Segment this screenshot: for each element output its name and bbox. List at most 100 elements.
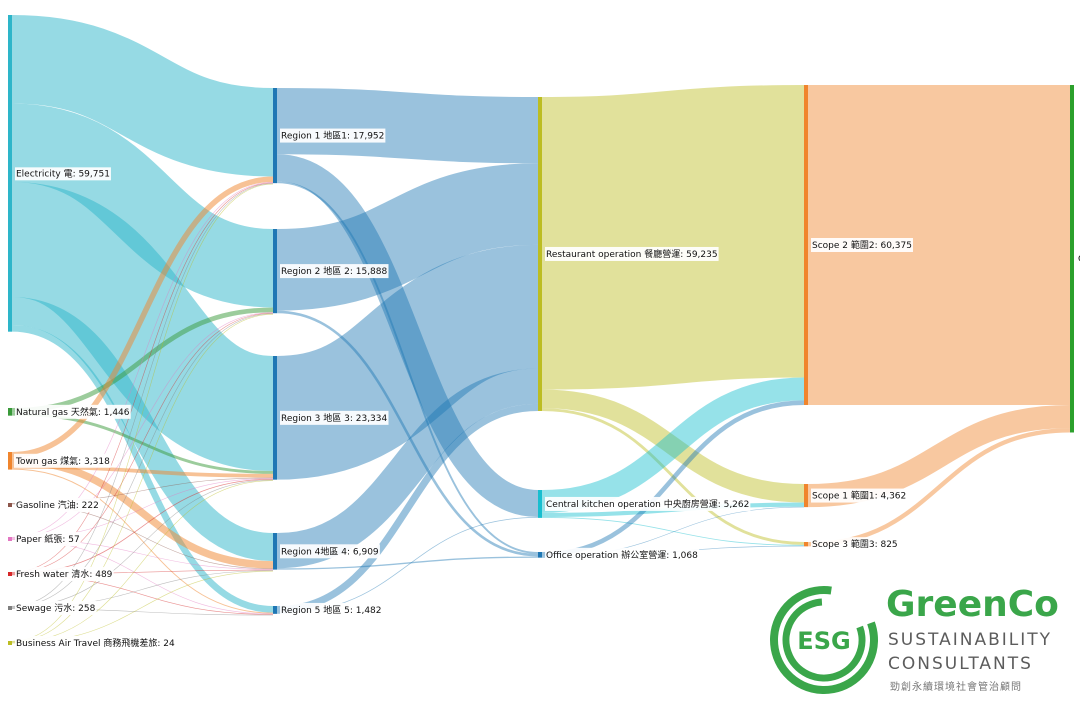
flow-paper-to-region1 [11, 182, 274, 538]
flow-town_gas-to-region1 [11, 176, 274, 458]
node-region5 [273, 606, 277, 614]
flow-region4-to-restaurant [276, 368, 539, 569]
esg-circle-icon: ESG [770, 586, 878, 694]
brand-name: GreenCo [886, 584, 1059, 625]
logo-letters: ESG [797, 627, 850, 655]
label-bg-air_travel [15, 636, 177, 650]
node-scope3 [804, 542, 808, 547]
node-region1 [273, 88, 277, 184]
label-bg-central_kitchen [545, 496, 751, 511]
node-region4 [273, 533, 277, 570]
node-office [538, 552, 542, 558]
node-restaurant [538, 97, 542, 411]
label-natural_gas: Natural gas 天然氣: 1,446 [16, 406, 130, 418]
label-bg-electricity [15, 167, 111, 181]
node-paper [8, 537, 12, 541]
label-bg-gasoline [15, 498, 100, 512]
label-town_gas: Town gas 煤氣: 3,318 [15, 455, 110, 467]
label-region2: Region 2 地區 2: 15,888 [281, 265, 388, 277]
flow-air_travel-to-region1 [11, 183, 274, 642]
label-bg-region5 [280, 602, 383, 617]
label-bg-fresh_water [15, 567, 114, 581]
flow-electricity-to-region4 [11, 296, 274, 562]
label-bg-region2 [280, 264, 389, 279]
node-sewage [8, 606, 12, 610]
label-region5: Region 5 地區 5: 1,482 [281, 604, 382, 616]
label-bg-restaurant [545, 246, 719, 261]
flow-paper-to-region2 [11, 312, 274, 539]
label-region3: Region 3 地區 3: 23,334 [281, 412, 388, 424]
flow-restaurant-to-scope3 [541, 408, 805, 545]
label-air_travel: Business Air Travel 商務飛機差旅: 24 [16, 637, 175, 649]
brand-tagline-2: CONSULTANTS [888, 654, 1033, 674]
flow-fresh_water-to-region1 [11, 182, 274, 573]
label-bg-office [545, 547, 700, 562]
node-ghg [1070, 85, 1074, 433]
greenco-logo: ESG GreenCo SUSTAINABILITY CONSULTANTS 勁… [768, 582, 1068, 697]
node-central_kitchen [538, 490, 542, 518]
node-scope1 [804, 484, 808, 508]
label-scope3: Scope 3 範圍3: 825 [812, 538, 898, 550]
label-scope2: Scope 2 範圍2: 60,375 [812, 239, 912, 251]
label-sewage: Sewage 污水: 258 [16, 602, 96, 614]
flow-region1-to-central_kitchen [275, 154, 540, 518]
label-bg-region4 [280, 544, 380, 559]
flow-electricity-to-region2 [10, 103, 275, 308]
label-region1: Region 1 地區1: 17,952 [281, 130, 384, 142]
node-natural_gas [8, 408, 12, 416]
label-fresh_water: Fresh water 清水: 489 [16, 568, 113, 580]
label-gasoline: Gasoline 汽油: 222 [16, 499, 99, 511]
label-central_kitchen: Central kitchen operation 中央廚房營運: 5,262 [546, 498, 749, 510]
flow-electricity-to-region1 [11, 15, 274, 177]
flow-region2-to-office [276, 310, 539, 557]
flow-scope1-to-ghg [807, 404, 1071, 508]
node-town_gas [8, 452, 12, 470]
label-office: Office operation 辦公室營運: 1,068 [546, 549, 698, 561]
node-air_travel [8, 641, 12, 645]
flow-town_gas-to-region5 [11, 468, 274, 614]
node-fresh_water [8, 572, 12, 576]
flow-sewage-to-region1 [11, 183, 274, 607]
flow-region5-to-restaurant [276, 403, 539, 614]
label-bg-scope3 [811, 537, 899, 552]
flow-electricity-to-region5 [11, 325, 274, 613]
label-bg-scope1 [811, 488, 908, 503]
node-scope2 [804, 85, 808, 405]
flow-sewage-to-region2 [11, 313, 274, 608]
label-scope1: Scope 1 範圍1: 4,362 [812, 490, 906, 502]
sankey-labels: Electricity 電: 59,751 Natural gas 天然氣: 1,… [14, 128, 1080, 650]
sankey-nodes [8, 15, 1074, 645]
flow-air_travel-to-region3 [11, 480, 274, 643]
label-bg-region1 [280, 128, 386, 143]
flow-office-to-scope2 [541, 400, 805, 557]
flow-restaurant-to-scope1 [541, 389, 805, 503]
label-bg-natural_gas [15, 404, 131, 419]
label-paper: Paper 紙張: 57 [16, 533, 80, 545]
brand-tagline-1: SUSTAINABILITY [888, 630, 1053, 650]
flow-restaurant-to-scope2 [541, 85, 805, 390]
label-bg-ghg [1077, 251, 1080, 266]
label-bg-scope2 [811, 237, 913, 252]
node-region2 [273, 229, 277, 314]
flow-central_kitchen-to-scope2 [541, 377, 805, 513]
brand-subtitle: 勁創永續環境社會管治顧問 [890, 682, 1022, 693]
flow-electricity-to-region3 [8, 181, 277, 472]
label-bg-paper [15, 532, 81, 546]
label-bg-sewage [15, 601, 97, 615]
flow-region1-to-restaurant [276, 88, 539, 164]
node-region3 [273, 356, 277, 480]
flow-region1-to-office [276, 181, 539, 554]
flow-fresh_water-to-region2 [11, 312, 274, 574]
node-gasoline [8, 503, 12, 507]
label-bg-town_gas [14, 453, 112, 468]
label-restaurant: Restaurant operation 餐廳營運: 59,235 [546, 248, 718, 260]
label-electricity: Electricity 電: 59,751 [16, 168, 110, 179]
label-region4: Region 4地區 4: 6,909 [281, 545, 379, 557]
flow-air_travel-to-region2 [11, 314, 274, 643]
label-ghg: GHG emissions 溫室氣體排放總量: 65,562 [1078, 253, 1080, 265]
flow-central_kitchen-to-scope3 [541, 517, 805, 546]
node-electricity [8, 15, 12, 332]
label-bg-region3 [280, 410, 389, 425]
flow-region4-to-office [276, 556, 539, 570]
